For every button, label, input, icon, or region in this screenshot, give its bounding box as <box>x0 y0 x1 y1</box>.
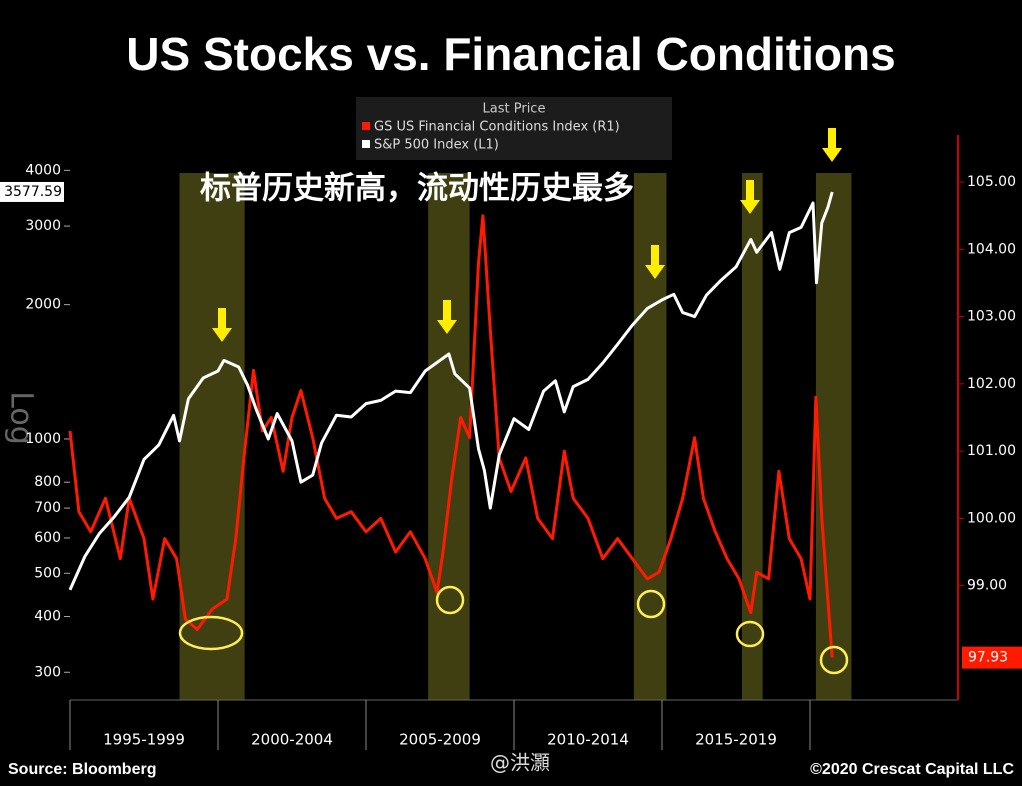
x-tick-label: 2015-2019 <box>695 731 777 749</box>
y-tick-label: 4000 <box>25 162 61 178</box>
circle <box>735 620 765 648</box>
y2-tick-label: 105.00 <box>967 174 1016 190</box>
legend-swatch <box>362 140 370 148</box>
last-value-label: 3577.59 <box>4 184 62 200</box>
arrow <box>212 308 232 342</box>
y2-tick-label: 102.00 <box>967 376 1016 392</box>
y-tick-label: 500 <box>34 565 61 581</box>
circle <box>178 615 244 651</box>
y-tick-label: 700 <box>34 500 61 516</box>
last-value-badge <box>962 646 1022 669</box>
legend-title: Last Price <box>483 102 546 117</box>
legend-box <box>356 97 672 160</box>
highlight-band <box>633 173 667 700</box>
y-tick-label: 300 <box>34 664 61 680</box>
chart-title: US Stocks vs. Financial Conditions <box>126 28 895 80</box>
y2-tick-label: 104.00 <box>967 241 1016 257</box>
y2-tick-label: 99.00 <box>967 578 1007 594</box>
y-tick-label: 2000 <box>25 297 61 313</box>
y-axis-label: Log <box>4 391 39 445</box>
watermark: @洪灝 <box>490 751 550 775</box>
arrow <box>822 128 842 162</box>
last-value-badge <box>0 181 64 202</box>
arrow <box>437 300 457 334</box>
y-tick-label: 600 <box>34 530 61 546</box>
last-value-label: 97.93 <box>968 650 1008 666</box>
arrows <box>212 128 842 342</box>
annotation: 标普历史新高，流动性历史最多 <box>200 171 634 207</box>
x-tick-label: 2005-2009 <box>399 731 481 749</box>
x-tick-label: 1995-1999 <box>103 731 185 749</box>
series-line <box>68 191 834 591</box>
circle <box>819 645 849 675</box>
legend-label: S&P 500 Index (L1) <box>374 138 499 153</box>
x-tick-label: 2010-2014 <box>547 731 629 749</box>
y2-tick-label: 103.00 <box>967 309 1016 325</box>
y2-tick-label: 100.00 <box>967 510 1016 526</box>
arrow <box>645 245 665 279</box>
legend-swatch <box>362 122 370 130</box>
highlight-band <box>179 173 245 700</box>
highlight-band <box>815 173 852 700</box>
circles <box>178 585 849 675</box>
y-tick-label: 1000 <box>25 431 61 447</box>
x-tick-label: 2000-2004 <box>251 731 333 749</box>
circle <box>435 585 465 615</box>
circle <box>636 589 666 619</box>
highlight-band <box>741 173 763 700</box>
y2-tick-label: 101.00 <box>967 443 1016 459</box>
arrow <box>740 180 760 214</box>
y-tick-label: 400 <box>34 609 61 625</box>
y-tick-label: 800 <box>34 474 61 490</box>
legend-label: GS US Financial Conditions Index (R1) <box>374 120 620 135</box>
source: Source: Bloomberg <box>8 761 156 778</box>
highlight-band <box>428 173 470 700</box>
y-tick-label: 3000 <box>25 218 61 234</box>
series-line <box>68 214 834 658</box>
copyright: ©2020 Crescat Capital LLC <box>810 761 1014 778</box>
